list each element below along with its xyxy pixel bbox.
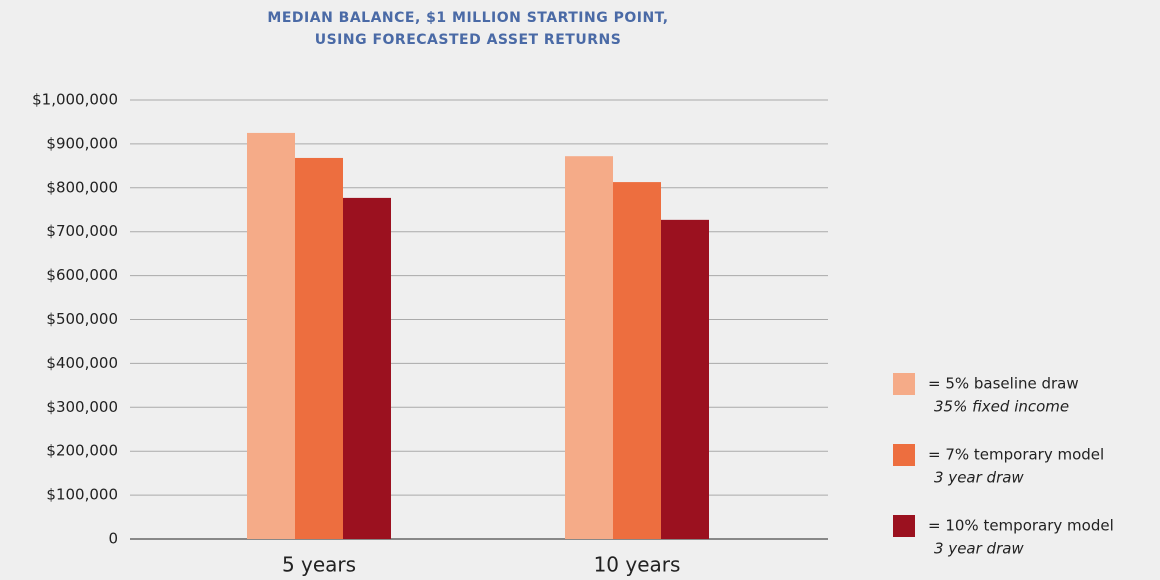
legend-swatch — [893, 515, 915, 537]
legend-label: = 7% temporary model — [928, 446, 1104, 464]
legend-swatch — [893, 444, 915, 466]
x-tick-label: 5 years — [282, 553, 356, 577]
legend-note: 35% fixed income — [934, 398, 1069, 416]
bar — [565, 156, 613, 539]
y-tick-label: $500,000 — [46, 310, 118, 328]
y-tick-label: $700,000 — [46, 222, 118, 240]
bar — [613, 182, 661, 539]
y-tick-label: $300,000 — [46, 398, 118, 416]
y-tick-label: 0 — [108, 530, 118, 548]
legend-swatch — [893, 373, 915, 395]
chart-title: MEDIAN BALANCE, $1 MILLION STARTING POIN… — [267, 10, 668, 26]
x-tick-label: 10 years — [594, 553, 681, 577]
y-tick-label: $800,000 — [46, 178, 118, 196]
legend-note: 3 year draw — [934, 469, 1024, 487]
chart-title: USING FORECASTED ASSET RETURNS — [315, 32, 622, 48]
legend-label: = 5% baseline draw — [928, 375, 1079, 393]
bar — [343, 197, 391, 539]
legend-note: 3 year draw — [934, 540, 1024, 558]
y-tick-label: $200,000 — [46, 442, 118, 460]
y-tick-label: $1,000,000 — [32, 91, 118, 109]
bar — [247, 132, 295, 540]
bar — [295, 157, 343, 539]
y-tick-label: $100,000 — [46, 486, 118, 504]
y-tick-label: $600,000 — [46, 266, 118, 284]
y-tick-label: $900,000 — [46, 134, 118, 152]
legend-label: = 10% temporary model — [928, 517, 1114, 535]
y-tick-label: $400,000 — [46, 354, 118, 372]
bar — [661, 219, 709, 540]
